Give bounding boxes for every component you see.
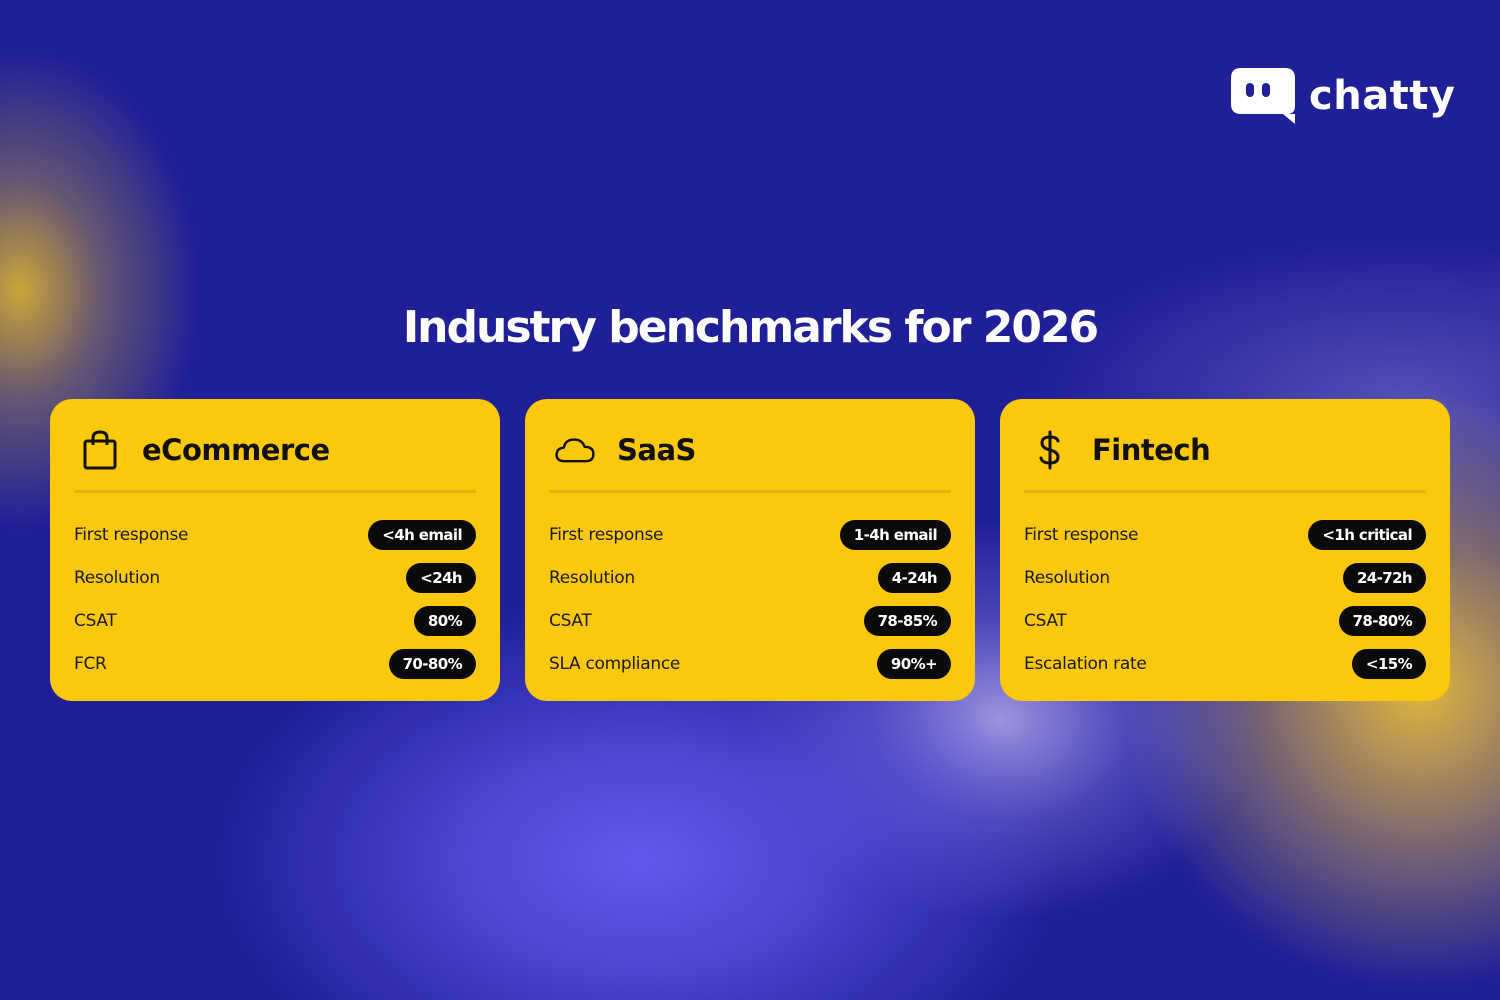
- brand-name: chatty: [1309, 73, 1456, 119]
- metric-label: Resolution: [74, 567, 160, 588]
- metric-label: CSAT: [549, 610, 592, 631]
- cloud-icon: [555, 430, 595, 470]
- metric-value-badge: 90%+: [876, 648, 951, 679]
- metric-value-badge: <1h critical: [1308, 519, 1426, 550]
- metric-row: CSAT 80%: [74, 599, 476, 642]
- page-title: Industry benchmarks for 2026: [402, 302, 1099, 353]
- metric-label: First response: [74, 524, 189, 545]
- benchmark-card-fintech: Fintech First response <1h critical Reso…: [1000, 399, 1450, 701]
- metric-value-badge: <15%: [1351, 648, 1426, 679]
- card-title: SaaS: [617, 433, 696, 467]
- card-header: eCommerce: [74, 427, 476, 473]
- dollar-icon: [1030, 430, 1070, 470]
- metric-row: Resolution <24h: [74, 556, 476, 599]
- metric-label: CSAT: [1024, 610, 1067, 631]
- metric-label: Resolution: [1024, 567, 1110, 588]
- brand-logo: chatty: [1229, 66, 1456, 126]
- metric-value-badge: 78-85%: [863, 605, 951, 636]
- metric-label: Escalation rate: [1024, 653, 1147, 674]
- metric-label: First response: [1024, 524, 1139, 545]
- metric-label: CSAT: [74, 610, 117, 631]
- metric-value-badge: <24h: [406, 562, 476, 593]
- divider: [1024, 490, 1426, 493]
- metric-row: First response 1-4h email: [549, 513, 951, 556]
- metric-value-badge: 24-72h: [1342, 562, 1426, 593]
- metric-row: SLA compliance 90%+: [549, 642, 951, 685]
- metric-row: FCR 70-80%: [74, 642, 476, 685]
- metric-label: SLA compliance: [549, 653, 681, 674]
- benchmark-card-saas: SaaS First response 1-4h email Resolutio…: [525, 399, 975, 701]
- metric-label: FCR: [74, 653, 107, 674]
- card-title: eCommerce: [142, 433, 330, 467]
- metric-value-badge: 1-4h email: [839, 519, 951, 550]
- card-header: SaaS: [549, 427, 951, 473]
- metric-label: First response: [549, 524, 664, 545]
- shopping-bag-icon: [80, 430, 120, 470]
- divider: [74, 490, 476, 493]
- divider: [549, 490, 951, 493]
- metric-row: Resolution 24-72h: [1024, 556, 1426, 599]
- benchmark-card-ecommerce: eCommerce First response <4h email Resol…: [50, 399, 500, 701]
- metric-row: First response <1h critical: [1024, 513, 1426, 556]
- metric-value-badge: 4-24h: [877, 562, 951, 593]
- metric-row: First response <4h email: [74, 513, 476, 556]
- metric-row: CSAT 78-85%: [549, 599, 951, 642]
- metric-row: CSAT 78-80%: [1024, 599, 1426, 642]
- metric-row: Escalation rate <15%: [1024, 642, 1426, 685]
- metric-label: Resolution: [549, 567, 635, 588]
- metric-value-badge: 78-80%: [1338, 605, 1426, 636]
- chat-bubble-icon: [1231, 68, 1295, 124]
- metric-row: Resolution 4-24h: [549, 556, 951, 599]
- card-header: Fintech: [1024, 427, 1426, 473]
- metric-value-badge: 70-80%: [388, 648, 476, 679]
- card-title: Fintech: [1092, 433, 1211, 467]
- metric-value-badge: <4h email: [368, 519, 476, 550]
- metric-value-badge: 80%: [413, 605, 476, 636]
